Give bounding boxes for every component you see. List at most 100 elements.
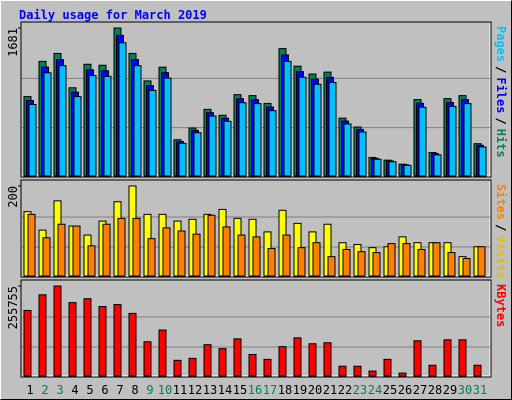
bar (402, 243, 411, 277)
x-tick-label: 28 (428, 383, 442, 397)
x-tick-label: 23 (353, 383, 367, 397)
bar (383, 358, 392, 377)
bar (43, 72, 52, 177)
x-tick-label: 14 (218, 383, 232, 397)
bar (428, 364, 437, 377)
x-tick-label: 21 (323, 383, 337, 397)
x-tick-label: 19 (293, 383, 307, 397)
bar (162, 227, 171, 277)
bar (207, 214, 216, 277)
bar (178, 142, 187, 177)
x-tick-label: 1 (26, 383, 33, 397)
x-tick-label: 5 (86, 383, 93, 397)
x-tick-label: 10 (158, 383, 172, 397)
bar (238, 102, 247, 177)
bar (57, 223, 66, 277)
legend-entry: Files (494, 77, 508, 113)
bar (278, 346, 287, 377)
bar (253, 103, 262, 177)
bar (208, 115, 217, 177)
bar (132, 217, 141, 277)
bar (478, 146, 487, 177)
x-tick-label: 16 (248, 383, 262, 397)
bar (98, 306, 107, 377)
bar (83, 298, 92, 377)
bar (433, 154, 442, 177)
bar (73, 96, 82, 177)
bar (448, 105, 457, 177)
bar (128, 312, 137, 377)
x-tick-label: 27 (413, 383, 427, 397)
legend-entry: Visits (494, 235, 508, 278)
bar (308, 343, 317, 377)
bar (68, 302, 77, 377)
bar (358, 131, 367, 177)
bar (72, 225, 81, 277)
x-tick-label: 8 (131, 383, 138, 397)
bar (58, 65, 67, 177)
legend-separator: / (494, 224, 508, 231)
bar (323, 342, 332, 377)
legend: Pages / Files / Hits (494, 26, 508, 158)
x-tick-label: 18 (278, 383, 292, 397)
bar (163, 77, 172, 177)
bar (223, 120, 232, 177)
bar (42, 237, 51, 277)
bar (418, 106, 427, 177)
bar (432, 242, 441, 277)
x-tick-label: 26 (398, 383, 412, 397)
bar (158, 329, 167, 377)
x-tick-label: 4 (71, 383, 78, 397)
bar (23, 309, 32, 377)
bar (298, 76, 307, 177)
x-tick-label: 15 (233, 383, 247, 397)
bar (417, 248, 426, 277)
legend: KBytes (494, 284, 508, 327)
x-tick-label: 12 (188, 383, 202, 397)
bar (237, 234, 246, 277)
chart-title: Daily usage for March 2019 (19, 8, 207, 22)
bar (88, 74, 97, 177)
bar (293, 337, 302, 377)
x-tick-label: 20 (308, 383, 322, 397)
bar (353, 365, 362, 377)
bar (203, 344, 212, 377)
bar (297, 247, 306, 277)
bar (133, 65, 142, 177)
legend-entry: KBytes (494, 284, 508, 327)
x-tick-label: 7 (116, 383, 123, 397)
bar (328, 81, 337, 177)
bar (463, 103, 472, 177)
bar (222, 226, 231, 277)
bar (458, 339, 467, 377)
y-tick-label: 200 (6, 186, 20, 208)
x-tick-label: 6 (101, 383, 108, 397)
bar (372, 252, 381, 277)
y-tick-label: 255755 (6, 286, 20, 329)
bar (148, 89, 157, 177)
bar (103, 75, 112, 177)
bar (177, 230, 186, 277)
bar (338, 365, 347, 377)
bar (188, 357, 197, 377)
bar (477, 246, 486, 277)
legend-separator: / (494, 66, 508, 73)
x-tick-label: 25 (383, 383, 397, 397)
bar (102, 223, 111, 277)
bar (368, 370, 377, 377)
bar (192, 233, 201, 277)
bar (373, 158, 382, 177)
bar (118, 42, 127, 177)
x-tick-label: 9 (146, 383, 153, 397)
bar (443, 339, 452, 377)
bar (313, 83, 322, 177)
x-tick-label: 22 (338, 383, 352, 397)
bar (248, 353, 257, 377)
bar (113, 304, 122, 377)
x-tick-label: 30 (458, 383, 472, 397)
bar (357, 251, 366, 277)
bar (398, 372, 407, 377)
bar (283, 60, 292, 177)
bar (267, 248, 276, 277)
